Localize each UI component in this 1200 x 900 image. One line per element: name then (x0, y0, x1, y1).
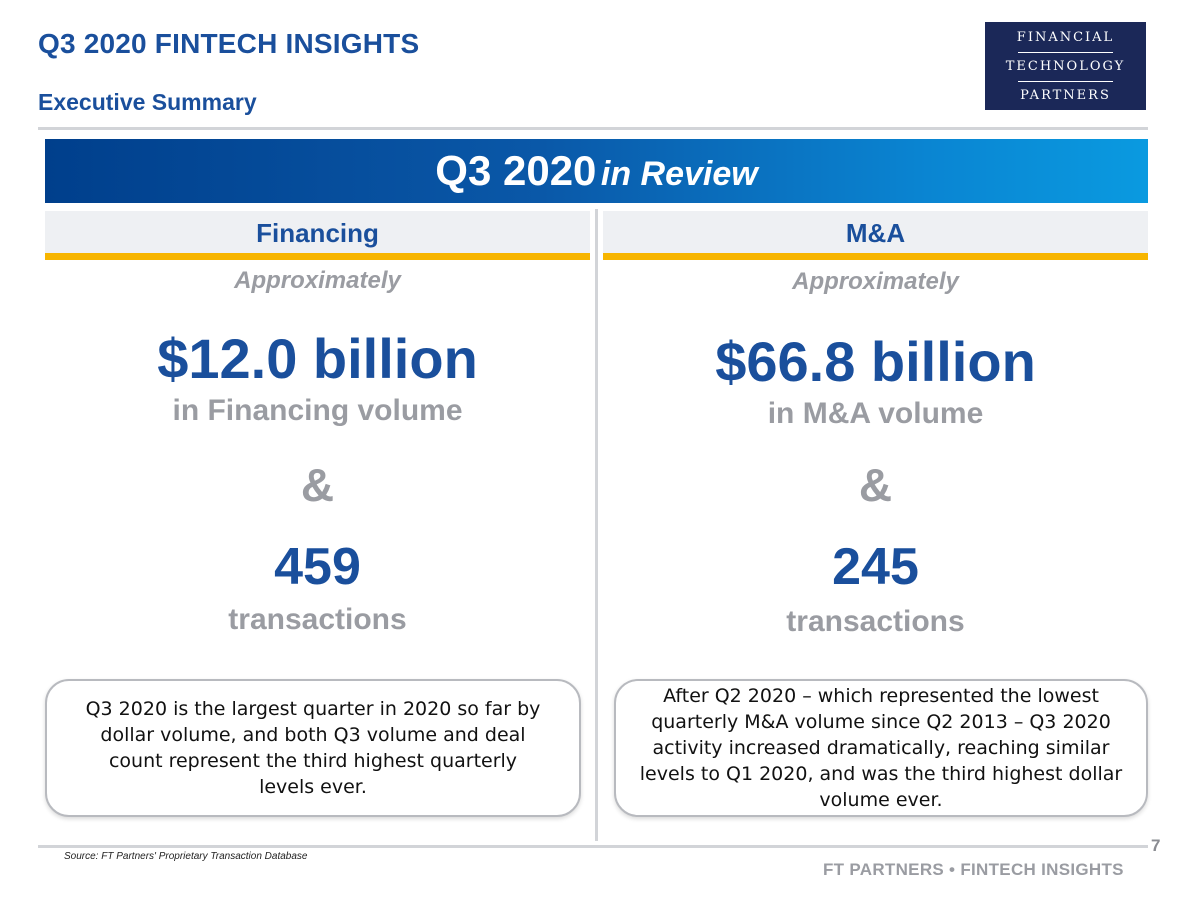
ma-approx: Approximately (792, 268, 959, 295)
financing-heading: Financing (45, 211, 590, 260)
ma-ampersand: & (858, 459, 893, 511)
financing-callout-text: Q3 2020 is the largest quarter in 2020 s… (85, 698, 541, 798)
ma-callout-text: After Q2 2020 – which represented the lo… (639, 685, 1123, 811)
footer-brand: FT PARTNERS • FINTECH INSIGHTS (823, 860, 1124, 879)
financing-approx: Approximately (234, 267, 401, 294)
financing-callout: Q3 2020 is the largest quarter in 2020 s… (45, 679, 581, 817)
logo-rule (1018, 81, 1113, 82)
financing-volume-label: in Financing volume (172, 394, 463, 427)
column-divider (595, 209, 598, 841)
review-banner: Q3 2020 in Review (45, 139, 1148, 203)
ma-heading: M&A (603, 211, 1148, 260)
company-logo: FINANCIAL TECHNOLOGY PARTNERS (985, 22, 1146, 110)
financing-count: 459 (274, 538, 361, 596)
logo-rule (1018, 52, 1113, 53)
ma-count: 245 (832, 538, 919, 596)
banner-suffix: in Review (600, 155, 758, 193)
financing-volume: $12.0 billion (157, 327, 478, 390)
ma-count-label: transactions (786, 605, 965, 638)
ma-volume-label: in M&A volume (767, 397, 984, 430)
ma-callout: After Q2 2020 – which represented the lo… (614, 679, 1148, 817)
page-subtitle: Executive Summary (38, 89, 257, 115)
banner-quarter: Q3 2020 (435, 147, 597, 194)
logo-line-3: PARTNERS (1020, 88, 1111, 103)
ma-volume: $66.8 billion (715, 330, 1036, 393)
logo-line-2: TECHNOLOGY (1005, 59, 1126, 74)
logo-line-1: FINANCIAL (1016, 30, 1115, 45)
page-number: 7 (1151, 836, 1161, 855)
source-note: Source: FT Partners' Proprietary Transac… (64, 851, 308, 862)
page-title: Q3 2020 FINTECH INSIGHTS (38, 28, 420, 59)
financing-count-label: transactions (228, 603, 407, 636)
footer-divider (38, 845, 1148, 848)
financing-ampersand: & (300, 459, 335, 511)
header-divider (38, 127, 1148, 130)
